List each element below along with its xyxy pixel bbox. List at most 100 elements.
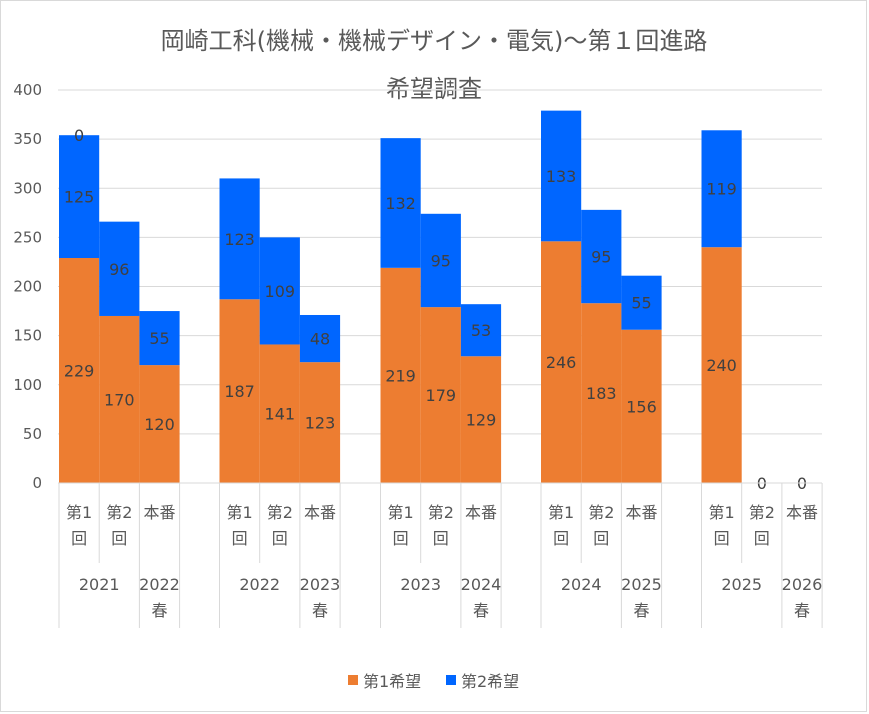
bar-first-choice (621, 329, 662, 483)
category-sub-label: 第2 (588, 503, 614, 522)
y-tick-label: 150 (13, 327, 42, 345)
bar-second-choice (99, 221, 140, 316)
category-sub-label: 第1 (548, 503, 574, 522)
category-year-label: 2023 (400, 575, 441, 594)
bar-second-choice (541, 110, 582, 242)
data-label-second-choice: 48 (310, 330, 330, 349)
legend-label: 第1希望 (363, 672, 421, 691)
bar-second-choice (380, 138, 421, 268)
category-final-label: 春 (633, 601, 649, 620)
category-sub-label: 第1 (227, 503, 253, 522)
category-final-label: 春 (151, 601, 167, 620)
bar-first-choice (139, 365, 180, 483)
data-label-first-choice: 123 (305, 414, 336, 433)
category-sub-label: 第2 (106, 503, 132, 522)
bar-first-choice (380, 267, 421, 483)
legend-swatch (446, 675, 456, 685)
category-sub-label: 回 (393, 529, 409, 548)
category-sub-label: 第2 (749, 503, 775, 522)
bar-second-choice (581, 209, 622, 304)
bar-first-choice (299, 362, 341, 483)
category-sub-label: 回 (593, 529, 609, 548)
data-label-second-choice: 95 (431, 251, 451, 270)
category-sub-label: 第1 (66, 503, 92, 522)
y-tick-label: 350 (13, 130, 42, 148)
data-label-second-choice: 119 (706, 180, 737, 199)
chart-title-line-2: 希望調査 (386, 75, 482, 103)
bar-first-choice (701, 247, 742, 483)
bar-second-choice (460, 304, 502, 357)
bar-first-choice (219, 299, 260, 483)
category-sub-label: 回 (232, 529, 248, 548)
category-final-label: 2024 (461, 575, 502, 594)
bar-second-choice (139, 311, 180, 366)
data-label-first-choice: 187 (224, 382, 255, 401)
data-label-first-choice: 120 (144, 415, 175, 434)
category-sub-label: 回 (714, 529, 730, 548)
category-sub-label: 回 (754, 529, 770, 548)
bar-second-choice (701, 130, 742, 248)
category-sub-label: 回 (553, 529, 569, 548)
data-label-second-choice: 132 (385, 194, 416, 213)
category-final-label: 2023 (300, 575, 341, 594)
data-label-first-choice: 179 (426, 386, 457, 405)
bars (59, 110, 742, 483)
category-final-label: 2022 (139, 575, 180, 594)
data-label-second-choice: 123 (224, 230, 255, 249)
bar-first-choice (99, 315, 140, 483)
category-sub-label: 第2 (428, 503, 454, 522)
category-year-label: 2025 (721, 575, 762, 594)
category-final-label: 春 (794, 601, 810, 620)
category-sub-label: 本番 (625, 503, 657, 522)
category-sub-label: 本番 (465, 503, 497, 522)
bar-second-choice (621, 275, 662, 330)
data-label-second-choice: 55 (149, 329, 169, 348)
data-label-second-choice-value: 125 (64, 188, 95, 207)
legend-swatch (348, 675, 358, 685)
bar-second-choice (219, 178, 260, 300)
data-label-second-choice: 55 (631, 294, 651, 313)
legend-label: 第2希望 (461, 672, 519, 691)
y-tick-label: 300 (13, 179, 42, 197)
bar-second-choice (299, 314, 341, 363)
legend[interactable]: 第1希望 第2希望 (348, 672, 519, 691)
category-sub-label: 回 (111, 529, 127, 548)
bar-second-choice (59, 135, 100, 259)
category-sub-label: 第2 (267, 503, 293, 522)
data-label-first-choice: 240 (706, 356, 737, 375)
data-label-first-choice: 246 (546, 353, 577, 372)
bar-second-choice (259, 237, 300, 345)
category-sub-label: 本番 (786, 503, 818, 522)
data-labels: 229 0 170 96 120 55 187 123 141 109 123 48 219 132 179… (64, 126, 807, 493)
category-year-label: 2024 (561, 575, 602, 594)
category-sub-label: 第1 (388, 503, 414, 522)
category-sub-label: 第1 (709, 503, 735, 522)
bar-first-choice (259, 344, 300, 483)
bar-first-choice (541, 241, 582, 483)
data-label-first-choice: 183 (586, 384, 617, 403)
category-sub-label: 本番 (304, 503, 336, 522)
bar-second-choice (420, 213, 461, 308)
data-label-first-choice: 156 (626, 397, 657, 416)
data-label-first-choice: 229 (64, 362, 95, 381)
y-tick-label: 100 (13, 376, 42, 394)
data-label-first-choice: 219 (385, 366, 416, 385)
y-axis: 0 50 100 150 200 250 300 350 400 (13, 81, 42, 492)
category-sub-label: 回 (433, 529, 449, 548)
y-tick-label: 200 (13, 278, 42, 296)
category-final-label: 2026 (782, 575, 823, 594)
category-sub-label: 回 (272, 529, 288, 548)
data-label-first-choice: 141 (265, 405, 296, 424)
category-final-label: 春 (312, 601, 328, 620)
bar-first-choice (460, 356, 502, 483)
data-label-second-choice: 95 (591, 248, 611, 267)
data-label-second-choice: 0 (74, 126, 84, 145)
data-label-second-choice: 133 (546, 167, 577, 186)
category-sub-label: 回 (71, 529, 87, 548)
bar-first-choice (59, 258, 100, 483)
chart-title-line-1: 岡崎工科(機械・機械デザイン・電気)〜第１回進路 (161, 27, 708, 55)
